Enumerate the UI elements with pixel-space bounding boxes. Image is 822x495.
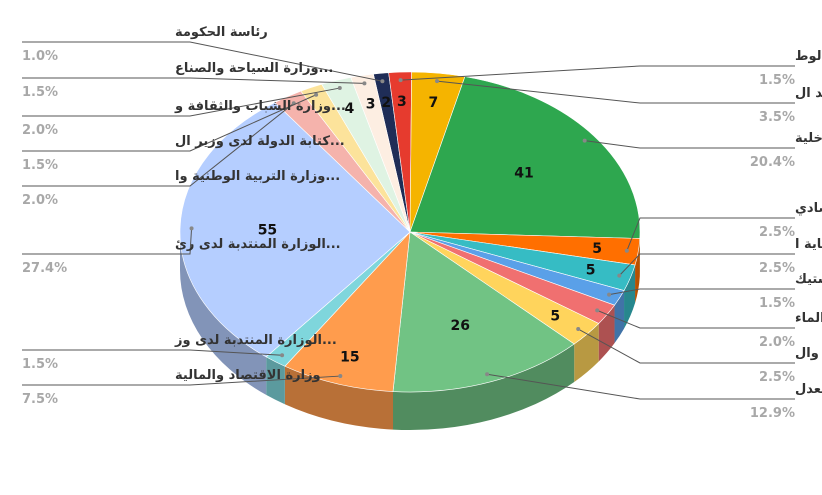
- value-label-0: 2: [381, 95, 391, 111]
- pie-slice-12: [179, 102, 411, 358]
- category-label-10: وزارة الاقتصاد والمالية: [175, 368, 321, 383]
- pie-side-5: [624, 264, 636, 329]
- pie-sides: [180, 232, 640, 430]
- leader-line-4: [626, 217, 795, 251]
- category-label-9: وزارة العدل: [795, 382, 822, 397]
- value-label-1: 3: [397, 94, 407, 110]
- pie-side-11: [266, 356, 285, 405]
- leader-dot-12: [189, 226, 194, 231]
- pie-slices: [179, 71, 641, 393]
- value-label-4: 5: [592, 241, 602, 257]
- percent-label-5: 2.5%: [759, 261, 795, 276]
- pie-slice-3: [409, 76, 641, 239]
- percent-label-10: 7.5%: [22, 392, 58, 407]
- value-label-12: 55: [258, 223, 277, 239]
- leader-dot-11: [280, 353, 285, 358]
- percent-label-15: 2.0%: [22, 123, 58, 138]
- leader-dot-1: [398, 78, 403, 83]
- leader-line-15: [22, 87, 340, 117]
- leader-dot-15: [337, 86, 342, 91]
- pie-side-8: [574, 323, 599, 383]
- category-label-7: وزارة التجهيز والماء: [795, 311, 822, 326]
- category-label-4: ...وزارة الإدماج الاقتصادي: [795, 201, 822, 216]
- leader-line-11: [22, 349, 283, 356]
- percent-label-0: 1.0%: [22, 49, 58, 64]
- leader-line-12: [22, 228, 193, 255]
- category-label-3: وزارة الداخلية: [795, 131, 822, 146]
- leader-dot-7: [595, 308, 600, 313]
- leader-line-16: [22, 77, 365, 84]
- category-label-2: ...وزارة الفلاحة والصيد ال: [795, 86, 822, 101]
- value-label-8: 5: [550, 309, 560, 325]
- leader-dot-16: [362, 81, 367, 86]
- leader-line-7: [597, 309, 795, 329]
- pie-slice-10: [284, 231, 411, 392]
- value-label-9: 26: [451, 318, 470, 334]
- value-label-5: 5: [586, 263, 596, 279]
- leader-line-0: [22, 41, 383, 82]
- category-label-0: رئاسة الحكومة: [175, 25, 268, 40]
- leader-dot-5: [617, 273, 622, 278]
- category-label-14: ...كتابة الدولة لدى وزير ال: [175, 134, 345, 149]
- leader-line-6: [608, 288, 795, 296]
- leader-line-5: [618, 253, 795, 276]
- leader-dot-10: [338, 374, 343, 379]
- percent-label-4: 2.5%: [759, 225, 795, 240]
- leader-line-10: [22, 375, 341, 386]
- leader-dot-6: [607, 292, 612, 297]
- value-label-2: 7: [428, 95, 438, 111]
- category-label-11: ...الوزارة المنتدبة لدى وز: [174, 333, 337, 348]
- pie-side-7: [598, 305, 615, 362]
- leader-dot-8: [576, 327, 581, 332]
- percent-label-7: 2.0%: [759, 335, 795, 350]
- leader-line-8: [577, 328, 795, 364]
- pie-side-10: [284, 366, 394, 430]
- category-label-15: ...وزارة الشباب والثقافة و: [174, 99, 346, 114]
- percent-label-3: 20.4%: [750, 155, 795, 170]
- value-label-3: 41: [514, 165, 533, 181]
- leader-line-1: [400, 65, 795, 81]
- leader-dot-3: [582, 138, 587, 143]
- leader-dot-14: [314, 92, 319, 97]
- pie-slice-16: [350, 73, 411, 233]
- pie-side-6: [614, 290, 625, 344]
- percent-label-16: 1.5%: [22, 85, 58, 100]
- category-label-5: ...وزارة الصحة والحماية ا: [795, 237, 822, 252]
- percent-label-1: 1.5%: [759, 73, 795, 88]
- leader-line-3: [584, 140, 795, 149]
- percent-label-8: 2.5%: [759, 370, 795, 385]
- category-label-6: ...وزارة النقل واللوجيستيك: [795, 272, 822, 287]
- percent-label-2: 3.5%: [759, 110, 795, 125]
- value-label-15: 4: [345, 101, 355, 117]
- leader-dot-4: [624, 248, 629, 253]
- leader-line-14: [22, 94, 317, 152]
- category-labels: رئاسة الحكومة 1.0% ...وزارة إعداد التراب ا…: [22, 25, 822, 421]
- percent-label-12: 27.4%: [22, 261, 67, 276]
- leader-line-9: [486, 373, 795, 400]
- leader-dot-2: [435, 79, 440, 84]
- percent-label-13: 2.0%: [22, 193, 58, 208]
- percent-label-9: 12.9%: [750, 406, 795, 421]
- percent-label-11: 1.5%: [22, 357, 58, 372]
- category-label-1: ...وزارة إعداد التراب الوط: [795, 49, 822, 64]
- leader-dot-0: [380, 79, 385, 84]
- percent-label-14: 1.5%: [22, 158, 58, 173]
- category-label-16: ...وزارة السياحة والصناع: [175, 61, 333, 76]
- category-label-12: ...الوزارة المنتدبة لدى رئ: [175, 237, 341, 252]
- pie-side-9: [393, 344, 575, 430]
- value-label-16: 3: [366, 97, 376, 113]
- leader-dot-9: [485, 372, 490, 377]
- percent-label-6: 1.5%: [759, 296, 795, 311]
- value-label-10: 15: [340, 349, 359, 365]
- leader-line-2: [436, 80, 795, 104]
- category-label-8: ...وزارة التعليم العالي وال: [795, 346, 822, 361]
- leader-line-13: [22, 102, 295, 187]
- pie-slice-9: [392, 231, 575, 393]
- pie-side-12: [180, 232, 267, 395]
- category-label-13: ...وزارة التربية الوطنية وا: [175, 169, 340, 184]
- pie-side-4: [635, 238, 640, 303]
